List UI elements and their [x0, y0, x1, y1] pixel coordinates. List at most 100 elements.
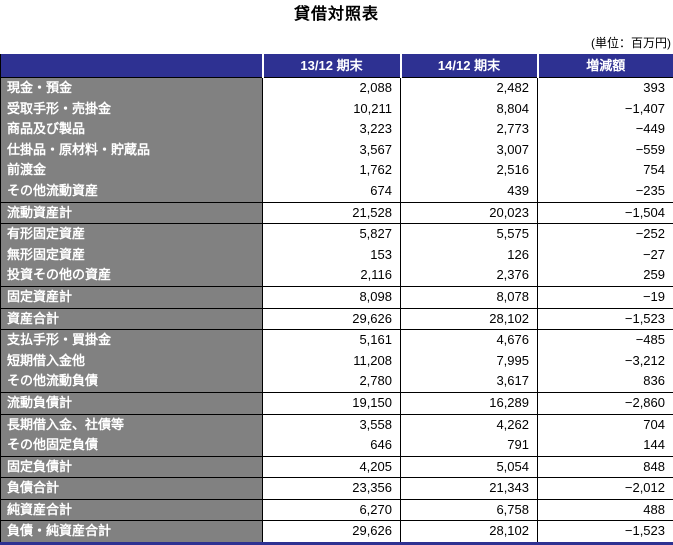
value-change: −559: [538, 140, 673, 161]
header-period-1412: 14/12 期末: [401, 54, 538, 78]
value-1412: 6,758: [401, 499, 538, 521]
value-1312: 8,098: [263, 286, 401, 308]
value-1312: 1,762: [263, 160, 401, 181]
value-1412: 28,102: [401, 308, 538, 330]
value-change: 754: [538, 160, 673, 181]
value-change: −449: [538, 119, 673, 140]
header-row: 13/12 期末 14/12 期末 増減額: [1, 54, 673, 78]
row-label: 負債・純資産合計: [1, 521, 263, 544]
value-1412: 8,804: [401, 99, 538, 120]
value-1312: 21,528: [263, 202, 401, 224]
value-change: 393: [538, 78, 673, 99]
value-change: −235: [538, 181, 673, 202]
row-label: 有形固定資産: [1, 224, 263, 245]
value-1312: 23,356: [263, 478, 401, 500]
value-change: −1,407: [538, 99, 673, 120]
value-1312: 3,223: [263, 119, 401, 140]
value-1312: 6,270: [263, 499, 401, 521]
value-1412: 3,617: [401, 371, 538, 392]
value-1312: 5,161: [263, 330, 401, 351]
value-change: −485: [538, 330, 673, 351]
row-label: 長期借入金、社債等: [1, 414, 263, 435]
value-change: −2,012: [538, 478, 673, 500]
value-change: −1,504: [538, 202, 673, 224]
value-1412: 4,676: [401, 330, 538, 351]
value-change: 488: [538, 499, 673, 521]
value-change: −27: [538, 245, 673, 266]
row-label: 負債合計: [1, 478, 263, 500]
value-1312: 29,626: [263, 521, 401, 544]
value-change: 144: [538, 435, 673, 456]
value-1312: 2,780: [263, 371, 401, 392]
row-label: その他固定負債: [1, 435, 263, 456]
value-1312: 11,208: [263, 351, 401, 372]
value-1412: 5,575: [401, 224, 538, 245]
value-1412: 2,516: [401, 160, 538, 181]
value-1412: 4,262: [401, 414, 538, 435]
value-1312: 19,150: [263, 392, 401, 414]
value-1412: 16,289: [401, 392, 538, 414]
value-change: 259: [538, 265, 673, 286]
row-label: 前渡金: [1, 160, 263, 181]
value-1412: 439: [401, 181, 538, 202]
value-change: −1,523: [538, 521, 673, 544]
value-1312: 2,088: [263, 78, 401, 99]
header-item-column: [1, 54, 263, 78]
value-1312: 5,827: [263, 224, 401, 245]
value-1312: 10,211: [263, 99, 401, 120]
page-title: 貸借対照表: [0, 6, 673, 24]
value-1412: 5,054: [401, 456, 538, 478]
value-1412: 7,995: [401, 351, 538, 372]
row-label: 受取手形・売掛金: [1, 99, 263, 120]
row-label: 仕掛品・原材料・貯蔵品: [1, 140, 263, 161]
value-1312: 3,567: [263, 140, 401, 161]
value-1412: 2,482: [401, 78, 538, 99]
value-change: −2,860: [538, 392, 673, 414]
value-change: 704: [538, 414, 673, 435]
row-label: 現金・預金: [1, 78, 263, 99]
value-change: 836: [538, 371, 673, 392]
value-1312: 2,116: [263, 265, 401, 286]
header-change-amount: 増減額: [538, 54, 673, 78]
row-label: 固定資産計: [1, 286, 263, 308]
value-change: −1,523: [538, 308, 673, 330]
value-1312: 4,205: [263, 456, 401, 478]
row-label: 資産合計: [1, 308, 263, 330]
row-label: その他流動負債: [1, 371, 263, 392]
row-label: その他流動資産: [1, 181, 263, 202]
row-label: 商品及び製品: [1, 119, 263, 140]
row-label: 固定負債計: [1, 456, 263, 478]
value-change: −3,212: [538, 351, 673, 372]
value-1412: 3,007: [401, 140, 538, 161]
value-1412: 2,773: [401, 119, 538, 140]
value-1412: 28,102: [401, 521, 538, 544]
unit-note: (単位：百万円): [0, 36, 671, 50]
balance-sheet-page: 貸借対照表 (単位：百万円) 13/12 期末 14/12 期末 増減額 現金・…: [0, 6, 673, 538]
row-label: 支払手形・買掛金: [1, 330, 263, 351]
value-1412: 126: [401, 245, 538, 266]
value-change: 848: [538, 456, 673, 478]
value-1412: 2,376: [401, 265, 538, 286]
value-1412: 21,343: [401, 478, 538, 500]
